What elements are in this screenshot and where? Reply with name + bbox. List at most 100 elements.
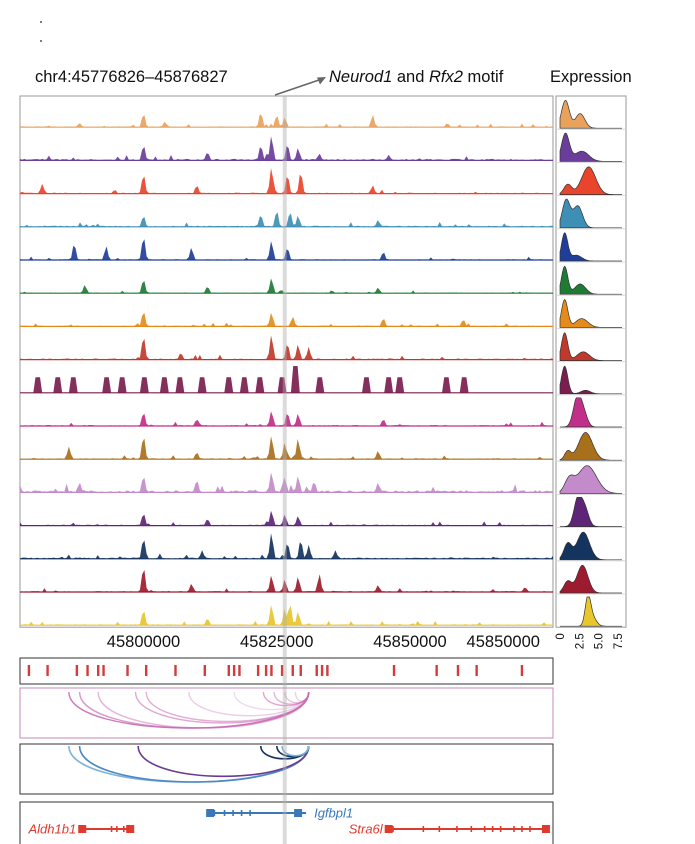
motif-arrow xyxy=(274,79,320,96)
stray-dot xyxy=(40,40,42,42)
link-arc xyxy=(137,745,310,778)
x-tick-label: 45850000 xyxy=(467,633,540,651)
motif-gene-2: Rfx2 xyxy=(429,68,463,86)
track-area xyxy=(20,605,553,626)
links-panel-1 xyxy=(19,687,554,739)
link-arc xyxy=(284,691,310,704)
x-tick-label: 45800000 xyxy=(107,633,180,651)
expression-density xyxy=(559,465,622,494)
track-area xyxy=(20,239,553,260)
gene-exon xyxy=(126,825,135,833)
gene-exon xyxy=(223,810,226,816)
highlight-band xyxy=(282,96,287,844)
peak-tick xyxy=(102,665,105,676)
link-arc xyxy=(145,691,310,723)
gene-exon xyxy=(422,826,425,832)
gene-track-frame xyxy=(19,801,554,844)
genomic-axis: 45800000 45825000 45850000 45850000 xyxy=(107,633,540,651)
gene-exon xyxy=(110,826,113,832)
highlight-line xyxy=(282,96,287,844)
expression-density xyxy=(560,596,622,627)
gene-exon xyxy=(456,826,458,832)
gene-exon xyxy=(249,810,251,816)
gene-exon xyxy=(240,810,243,816)
expression-density xyxy=(559,564,622,594)
expression-tick-label: 5.0 xyxy=(594,633,606,649)
gene-exon xyxy=(384,825,393,833)
peak-tick xyxy=(456,665,460,676)
peak-tick xyxy=(46,665,49,676)
peak-tick xyxy=(256,665,260,676)
peak-tick xyxy=(203,665,207,676)
gene-exon xyxy=(438,826,441,832)
motif-arrow-head xyxy=(317,77,326,85)
track-area xyxy=(20,570,553,592)
gene-exon xyxy=(499,826,502,832)
track-area xyxy=(20,436,553,460)
link-arc xyxy=(294,691,310,702)
peak-tick xyxy=(264,665,268,676)
expression-density xyxy=(559,432,622,461)
peak-tick xyxy=(320,665,324,676)
peak-tick xyxy=(392,665,396,676)
gene-track: Igfbpl1 Aldh1b1 Stra6l xyxy=(19,801,554,844)
gene-exon xyxy=(513,826,515,832)
links-frame-2 xyxy=(19,743,554,795)
gene-exon xyxy=(294,809,303,817)
peak-tick xyxy=(144,665,148,676)
track-area xyxy=(20,411,553,426)
gene-exon xyxy=(541,825,550,833)
peak-tick xyxy=(299,665,302,676)
expression-density xyxy=(559,232,622,262)
gene-exon xyxy=(206,809,215,817)
gene-exon xyxy=(529,826,531,832)
region-title: chr4:45776826–45876827 xyxy=(35,68,228,86)
peak-tick xyxy=(75,665,79,676)
track-area xyxy=(20,472,553,493)
x-tick-label: 45850000 xyxy=(373,633,446,651)
peak-tick xyxy=(315,665,318,676)
peak-tick xyxy=(97,665,100,676)
track-area xyxy=(20,366,553,393)
track-area xyxy=(20,114,553,128)
peak-tick xyxy=(291,665,294,676)
track-area xyxy=(20,168,553,194)
expression-density xyxy=(559,298,622,328)
expression-density xyxy=(559,265,622,295)
track-area xyxy=(20,510,553,526)
expression-title: Expression xyxy=(550,68,632,86)
link-arc xyxy=(273,691,310,705)
motif-annotation: Neurod1 and Rfx2 motif xyxy=(274,68,504,96)
motif-conj: and xyxy=(392,68,429,86)
expression-density xyxy=(559,132,622,162)
motif-suffix: motif xyxy=(463,68,504,86)
peak-tick xyxy=(270,665,273,676)
gene-exon xyxy=(491,826,494,832)
gene-exon xyxy=(213,810,216,816)
peak-tick xyxy=(326,665,329,676)
link-arc xyxy=(188,691,310,717)
gene-label: Aldh1b1 xyxy=(28,822,77,837)
expression-density xyxy=(559,332,622,361)
peak-ticks-frame xyxy=(19,657,554,685)
expression-density xyxy=(559,166,622,195)
peak-tick xyxy=(174,665,177,676)
gene-exon xyxy=(521,826,523,832)
gene-exon xyxy=(78,825,87,833)
expression-density xyxy=(559,198,622,229)
peak-ticks-panel xyxy=(19,657,554,685)
links-frame-1 xyxy=(19,687,554,739)
expression-density xyxy=(559,365,622,395)
track-area xyxy=(20,533,553,559)
links-panel-2 xyxy=(19,743,554,795)
link-arc xyxy=(68,745,310,783)
accessibility-tracks xyxy=(19,95,554,628)
peak-tick xyxy=(232,665,236,676)
motif-gene-1: Neurod1 xyxy=(329,68,392,86)
track-area xyxy=(20,136,553,161)
peak-tick xyxy=(520,665,524,676)
expression-tick-label: 0 xyxy=(555,633,567,639)
expression-tick-label: 7.5 xyxy=(613,633,625,649)
peak-tick xyxy=(126,665,129,676)
gene-exon xyxy=(232,810,234,816)
